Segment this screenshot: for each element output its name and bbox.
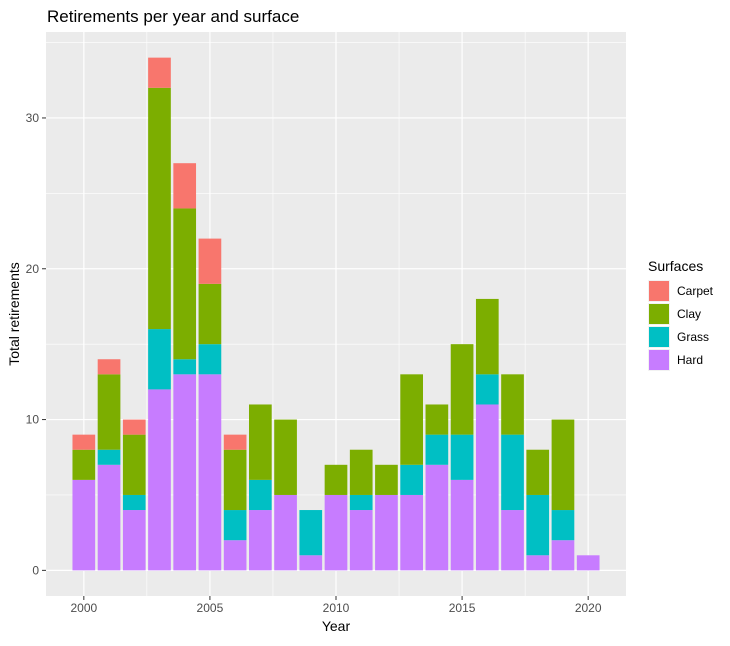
- bar-segment-hard-2017: [501, 510, 524, 571]
- legend-label-carpet: Carpet: [677, 284, 714, 298]
- bar-segment-grass-2014: [425, 434, 449, 465]
- legend-swatch-hard: [649, 350, 669, 370]
- legend-swatch-grass: [649, 327, 669, 347]
- bar-segment-clay-2011: [349, 449, 373, 495]
- y-axis: 0 10 20 30: [26, 111, 46, 577]
- bar-segment-carpet-2003: [148, 57, 171, 88]
- bar-segment-grass-2002: [122, 494, 146, 511]
- bar-segment-hard-2014: [425, 464, 449, 571]
- bar-segment-hard-2016: [475, 404, 499, 571]
- bar-segment-grass-2015: [450, 434, 474, 480]
- bar-segment-hard-2009: [299, 555, 323, 571]
- bar-segment-grass-2009: [299, 510, 323, 556]
- bar-segment-grass-2016: [475, 374, 499, 405]
- bar-segment-hard-2002: [122, 510, 146, 571]
- x-axis: 2000 2005 2010 2015 2020: [70, 596, 602, 615]
- bar-segment-grass-2013: [400, 464, 423, 495]
- bar-segment-clay-2001: [97, 374, 121, 450]
- bars-layer: [72, 57, 600, 571]
- x-tick-label: 2005: [197, 601, 224, 615]
- bar-segment-grass-2006: [223, 510, 247, 541]
- bar-segment-clay-2019: [551, 419, 575, 511]
- bar-segment-grass-2003: [148, 329, 171, 390]
- bar-segment-hard-2006: [223, 540, 247, 571]
- bar-segment-hard-2008: [274, 494, 297, 571]
- bar-segment-hard-2019: [551, 540, 575, 571]
- bar-segment-hard-2013: [400, 494, 423, 571]
- x-tick-label: 2010: [323, 601, 350, 615]
- legend: Surfaces Carpet Clay Grass Hard: [648, 258, 714, 371]
- y-tick-label: 10: [26, 413, 40, 427]
- bar-segment-clay-2004: [173, 208, 197, 360]
- bar-segment-clay-2006: [223, 449, 247, 511]
- bar-segment-grass-2001: [97, 449, 121, 465]
- bar-segment-carpet-2004: [173, 163, 197, 209]
- legend-swatch-carpet: [649, 281, 669, 301]
- bar-segment-grass-2007: [249, 479, 272, 511]
- chart-title: Retirements per year and surface: [47, 7, 299, 26]
- bar-segment-hard-2012: [375, 494, 398, 571]
- y-tick-label: 20: [26, 262, 40, 276]
- bar-segment-clay-2015: [450, 344, 474, 435]
- y-axis-title: Total retirements: [6, 262, 22, 365]
- bar-segment-hard-2011: [349, 510, 373, 571]
- bar-segment-clay-2008: [274, 419, 297, 495]
- legend-label-clay: Clay: [677, 307, 701, 321]
- bar-segment-hard-2005: [198, 374, 222, 571]
- bar-segment-clay-2003: [148, 87, 171, 330]
- bar-segment-clay-2010: [324, 464, 348, 495]
- legend-label-grass: Grass: [677, 330, 709, 344]
- legend-swatch-clay: [649, 304, 669, 324]
- bar-segment-hard-2001: [97, 464, 121, 571]
- bar-segment-clay-2002: [122, 434, 146, 495]
- bar-segment-hard-2004: [173, 374, 197, 571]
- bar-segment-grass-2005: [198, 344, 222, 375]
- bar-segment-clay-2017: [501, 374, 524, 435]
- bar-segment-carpet-2005: [198, 238, 222, 284]
- x-tick-label: 2015: [449, 601, 476, 615]
- bar-segment-clay-2013: [400, 374, 423, 465]
- x-tick-label: 2000: [70, 601, 97, 615]
- bar-segment-clay-2012: [375, 464, 398, 495]
- bar-segment-hard-2015: [450, 479, 474, 571]
- bar-segment-carpet-2000: [72, 434, 96, 450]
- bar-segment-clay-2000: [72, 449, 96, 480]
- legend-title: Surfaces: [648, 258, 703, 274]
- bar-segment-grass-2019: [551, 510, 575, 541]
- legend-label-hard: Hard: [677, 353, 703, 367]
- x-axis-title: Year: [322, 618, 351, 634]
- bar-segment-hard-2010: [324, 494, 348, 571]
- bar-segment-grass-2011: [349, 494, 373, 511]
- bar-segment-clay-2018: [526, 449, 550, 495]
- bar-segment-clay-2016: [475, 298, 499, 375]
- x-tick-label: 2020: [575, 601, 602, 615]
- bar-segment-carpet-2006: [223, 434, 247, 450]
- y-tick-label: 30: [26, 111, 40, 125]
- bar-segment-carpet-2002: [122, 419, 146, 435]
- bar-segment-grass-2017: [501, 434, 524, 511]
- y-tick-label: 0: [32, 563, 39, 577]
- bar-segment-hard-2003: [148, 389, 171, 571]
- bar-segment-clay-2007: [249, 404, 272, 480]
- bar-segment-grass-2018: [526, 494, 550, 556]
- bar-segment-hard-2000: [72, 479, 96, 571]
- bar-segment-hard-2007: [249, 510, 272, 571]
- bar-segment-clay-2014: [425, 404, 449, 435]
- bar-segment-hard-2018: [526, 555, 550, 571]
- bar-segment-carpet-2001: [97, 359, 121, 375]
- bar-segment-grass-2004: [173, 359, 197, 375]
- bar-segment-hard-2020: [576, 555, 600, 571]
- bar-segment-clay-2005: [198, 283, 222, 345]
